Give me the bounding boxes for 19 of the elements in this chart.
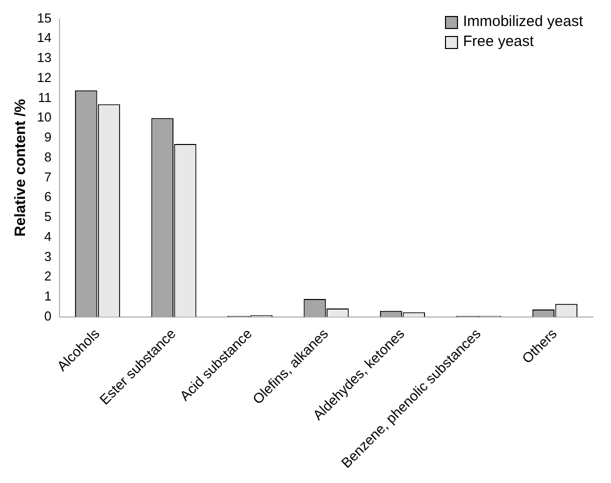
y-tick-label: 10 [36,110,52,125]
y-tick-label: 14 [36,30,52,46]
y-tick-label: 2 [44,268,52,284]
y-tick-label: 15 [36,10,52,26]
y-tick-label: 5 [44,209,52,224]
y-tick-label: 13 [36,50,52,66]
y-tick-label: 1 [44,288,52,304]
y-tick-label: 6 [44,189,52,204]
y-tick-label: 4 [44,228,52,244]
legend-label: Free yeast [462,32,534,52]
y-tick-label: 8 [44,149,52,164]
y-tick-label: 11 [38,90,52,105]
y-tick-label: 0 [44,308,52,324]
y-tick-label: 9 [44,130,52,145]
y-tick-label: 3 [44,248,52,264]
y-tick-label: 7 [44,169,52,184]
y-axis-title: Relative content /% [12,99,30,237]
y-tick-label: 12 [36,70,52,85]
legend-label: Immobilized yeast [462,12,583,32]
